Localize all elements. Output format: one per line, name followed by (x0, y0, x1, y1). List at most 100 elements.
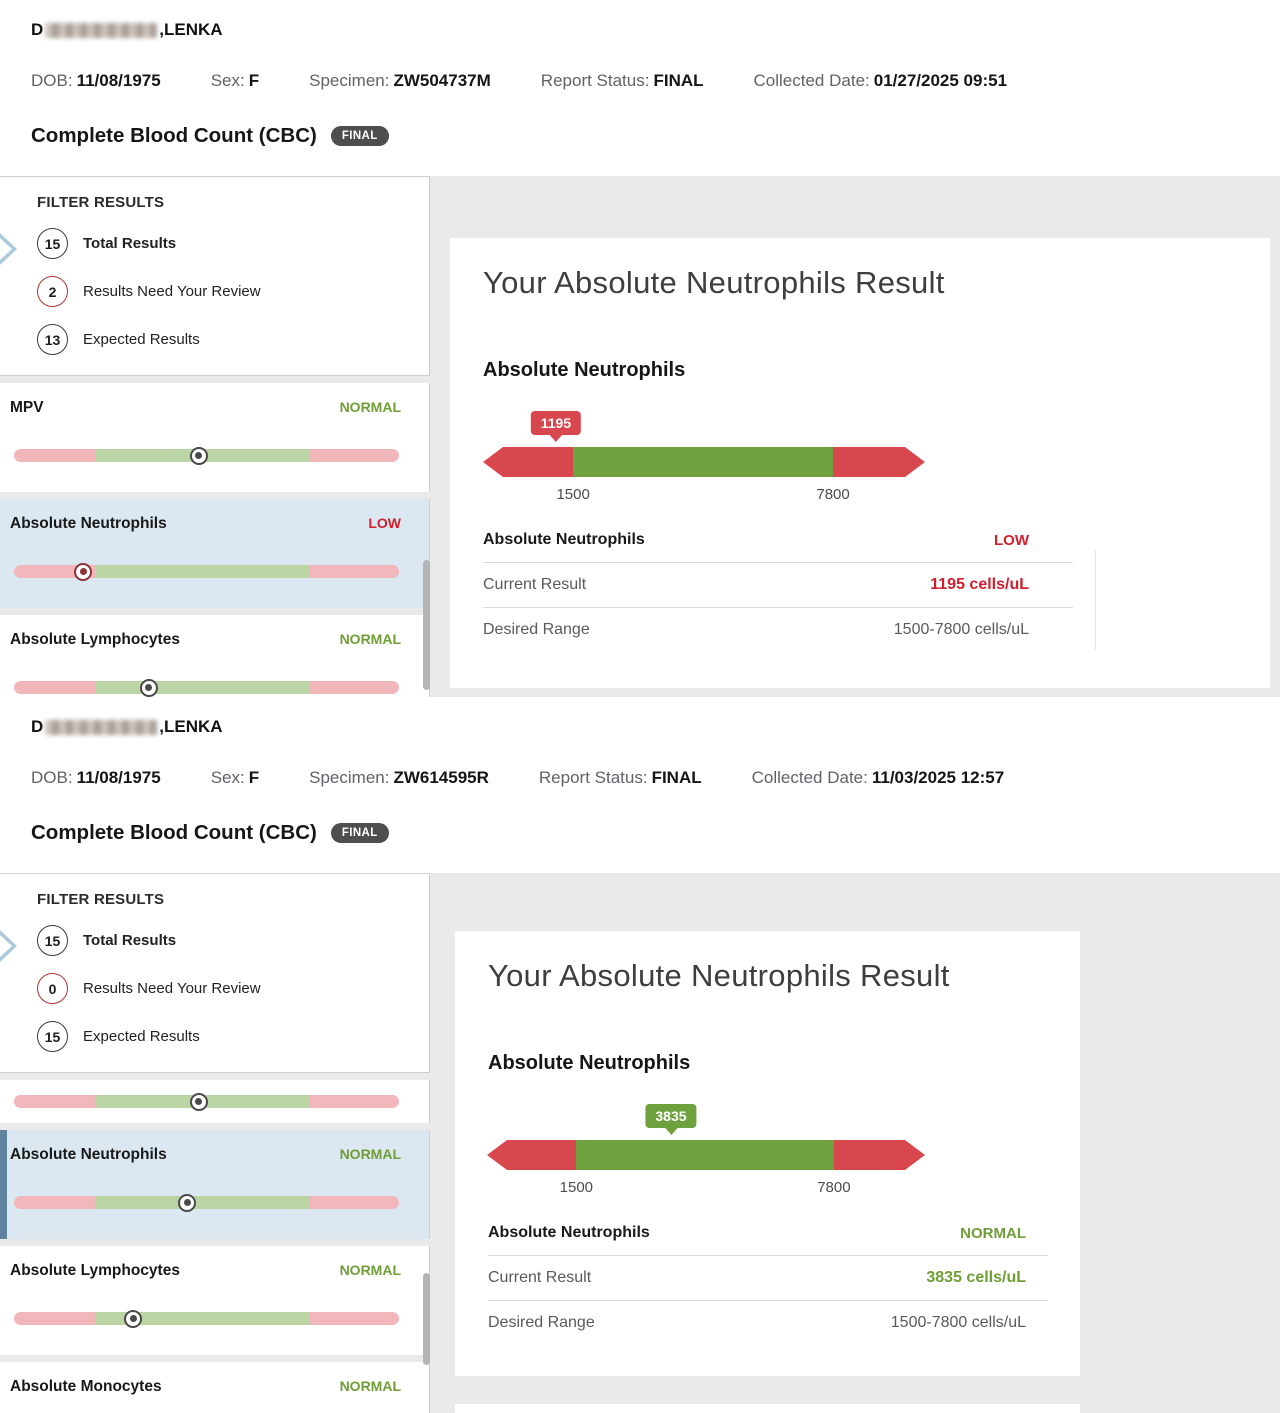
test-row-absolute-lymphocytes[interactable]: Absolute Lymphocytes NORMAL (0, 615, 430, 697)
filter-item-total-results[interactable]: 15 Total Results (37, 925, 429, 956)
result-status-row: Absolute Neutrophils LOW (483, 518, 1073, 563)
report-title: Complete Blood Count (CBC) (31, 124, 317, 147)
report-title-row: Complete Blood Count (CBC) FINAL (31, 124, 1280, 148)
filter-results-box: FILTER RESULTS 15 Total Results 2 Result… (0, 176, 430, 376)
high-zone (834, 1140, 925, 1170)
status-label: NORMAL (339, 631, 401, 647)
sidebar-scrollbar[interactable] (423, 560, 430, 690)
patient-name: D ,LENKA (31, 20, 1280, 40)
range-slider[interactable] (14, 1092, 399, 1111)
tick-low: 1500 (559, 1179, 594, 1196)
result-range-graphic: 1195 1500 7800 (483, 411, 925, 508)
patient-header: D ,LENKA DOB: 11/08/1975 Sex: F Specimen: Z… (0, 0, 1280, 176)
report-status: Report Status: FINAL (538, 768, 702, 787)
result-value-flag: 3835 (645, 1104, 697, 1135)
patient-name-redacted-block (45, 22, 158, 38)
patient-name-redacted-block (45, 719, 158, 735)
selected-filter-chevron-icon (0, 930, 17, 962)
low-zone (483, 447, 573, 477)
specimen-id: Specimen: ZW504737M (309, 71, 491, 90)
tick-high: 7800 (816, 486, 850, 503)
patient-name-first: D (31, 20, 44, 39)
slider-marker (189, 1092, 208, 1111)
high-zone (833, 447, 925, 477)
filter-item-needs-review[interactable]: 2 Results Need Your Review (37, 276, 429, 307)
status-label: NORMAL (339, 1378, 401, 1394)
range-slider[interactable] (14, 1309, 399, 1328)
reference-range-bar (487, 1140, 925, 1170)
normal-zone (573, 447, 833, 477)
count-badge: 15 (37, 925, 68, 956)
patient-name-first: D (31, 717, 44, 736)
filter-item-expected-results[interactable]: 15 Expected Results (37, 1021, 429, 1052)
patient-name-last: ,LENKA (159, 717, 223, 736)
desired-range-row: Desired Range 1500-7800 cells/uL (483, 621, 1029, 638)
result-test-name: Absolute Neutrophils (483, 359, 686, 381)
test-row-mpv[interactable]: MPV NORMAL (0, 383, 430, 492)
report-panel-1: D ,LENKA DOB: 11/08/1975 Sex: F Specimen: Z… (0, 0, 1280, 697)
patient-sex: Sex: F (210, 768, 260, 787)
next-result-card (455, 1404, 1080, 1413)
result-range-graphic: 3835 1500 7800 (487, 1104, 925, 1201)
results-sidebar: FILTER RESULTS 15 Total Results 2 Result… (0, 176, 430, 697)
final-status-badge: FINAL (330, 126, 389, 146)
patient-info-row: DOB: 11/08/1975 Sex: F Specimen: ZW614595R … (31, 768, 1280, 788)
slider-marker (74, 562, 93, 581)
table-divider (1095, 550, 1096, 650)
slider-marker (178, 1193, 197, 1212)
report-panel-2: D ,LENKA DOB: 11/08/1975 Sex: F Specimen: Z… (0, 697, 1280, 1413)
filter-item-needs-review[interactable]: 0 Results Need Your Review (37, 973, 429, 1004)
specimen-id: Specimen: ZW614595R (309, 768, 489, 787)
reference-range-bar (483, 447, 925, 477)
desired-range-row: Desired Range 1500-7800 cells/uL (488, 1314, 1026, 1331)
result-card-title: Your Absolute Neutrophils Result (483, 265, 945, 300)
range-slider[interactable] (14, 446, 399, 465)
report-body: FILTER RESULTS 15 Total Results 2 Result… (0, 176, 1280, 697)
range-slider[interactable] (14, 678, 399, 697)
status-label: NORMAL (339, 1146, 401, 1162)
count-badge: 15 (37, 1021, 68, 1052)
filter-item-total-results[interactable]: 15 Total Results (37, 228, 429, 259)
patient-name: D ,LENKA (31, 717, 1280, 737)
patient-dob: DOB: 11/08/1975 (31, 768, 161, 787)
collected-date: Collected Date: 11/03/2025 12:57 (751, 768, 1005, 787)
slider-marker (124, 1309, 143, 1328)
status-label: LOW (994, 531, 1029, 549)
test-row-absolute-neutrophils[interactable]: Absolute Neutrophils NORMAL (0, 1130, 430, 1239)
test-row-absolute-neutrophils[interactable]: Absolute Neutrophils LOW (0, 499, 430, 608)
filter-item-expected-results[interactable]: 13 Expected Results (37, 324, 429, 355)
report-title-row: Complete Blood Count (CBC) FINAL (31, 821, 1280, 845)
result-table: Absolute Neutrophils LOW Current Result … (483, 518, 1073, 652)
range-slider[interactable] (14, 1193, 399, 1212)
patient-dob: DOB: 11/08/1975 (31, 71, 161, 90)
patient-info-row: DOB: 11/08/1975 Sex: F Specimen: ZW504737M … (31, 71, 1280, 91)
result-card: Your Absolute Neutrophils Result Absolut… (455, 931, 1080, 1376)
current-result-row: Current Result 3835 cells/uL (488, 1256, 1048, 1301)
test-row-absolute-monocytes[interactable]: Absolute Monocytes NORMAL (0, 1362, 430, 1413)
low-zone (487, 1140, 576, 1170)
current-result-row: Current Result 1195 cells/uL (483, 563, 1073, 608)
test-row-absolute-lymphocytes[interactable]: Absolute Lymphocytes NORMAL (0, 1246, 430, 1355)
patient-sex: Sex: F (210, 71, 260, 90)
tick-low: 1500 (556, 486, 590, 503)
status-label: NORMAL (339, 1262, 401, 1278)
status-label: LOW (368, 515, 401, 531)
range-slider[interactable] (14, 562, 399, 581)
sidebar-scrollbar[interactable] (423, 1273, 430, 1365)
patient-name-last: ,LENKA (159, 20, 223, 39)
patient-header: D ,LENKA DOB: 11/08/1975 Sex: F Specimen: Z… (0, 697, 1280, 873)
result-detail-area: Your Absolute Neutrophils Result Absolut… (430, 176, 1280, 697)
result-card-title: Your Absolute Neutrophils Result (488, 958, 950, 993)
result-detail-area: Your Absolute Neutrophils Result Absolut… (430, 873, 1280, 1413)
test-row-partial[interactable] (0, 1080, 430, 1123)
results-sidebar: FILTER RESULTS 15 Total Results 0 Result… (0, 873, 430, 1413)
count-badge: 2 (37, 276, 68, 307)
count-badge: 13 (37, 324, 68, 355)
count-badge: 0 (37, 973, 68, 1004)
filter-results-title: FILTER RESULTS (37, 891, 165, 908)
final-status-badge: FINAL (330, 823, 389, 843)
result-status-row: Absolute Neutrophils NORMAL (488, 1211, 1048, 1256)
result-value-flag: 1195 (530, 411, 582, 442)
collected-date: Collected Date: 01/27/2025 09:51 (753, 71, 1008, 90)
slider-marker (139, 678, 158, 697)
